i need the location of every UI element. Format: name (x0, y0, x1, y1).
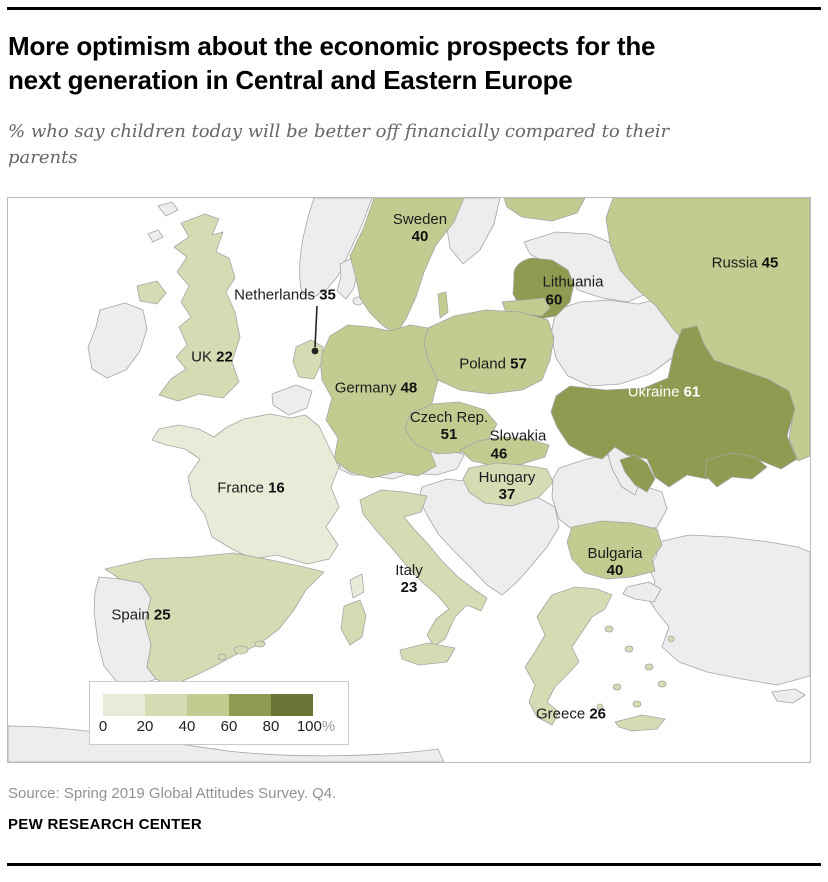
source-note: Source: Spring 2019 Global Attitudes Sur… (8, 785, 337, 802)
greek-islands-2 (624, 645, 634, 653)
countries-belgium-lux (271, 384, 313, 416)
country-turkey (646, 534, 810, 686)
bottom-rule (7, 863, 821, 866)
country-ireland (87, 302, 148, 379)
legend-swatch-40-60 (187, 694, 229, 716)
map-canvas (8, 198, 810, 762)
chart-subtitle: % who say children today will be better … (8, 119, 821, 171)
islands-faroe-shetland-3 (147, 229, 164, 243)
russia-petersburg (503, 198, 586, 222)
ukraine-odessa (619, 454, 656, 493)
legend-tick-0: 0 (98, 718, 108, 735)
island-corsica (349, 573, 365, 599)
label-sweden: Sweden 40 (392, 211, 448, 245)
country-france (151, 413, 340, 565)
ukraine-crimea (704, 452, 768, 488)
legend-tick-40: 40 (178, 718, 196, 735)
uk-northern-ireland (136, 280, 167, 305)
greek-islands-6 (632, 700, 642, 708)
islands-balearics (233, 645, 249, 655)
europe-choropleth-map: Sweden 40 Netherlands 35 UK 22 Russia 45 … (7, 197, 811, 763)
title-line-1: More optimism about the economic prospec… (8, 31, 656, 61)
label-italy: Italy 23 (395, 562, 423, 596)
label-slovakia-name: Slovakia (489, 427, 547, 445)
label-germany: Germany 48 (334, 379, 418, 397)
legend-tick-100: 100% (296, 718, 336, 735)
pew-research-center-branding: PEW RESEARCH CENTER (8, 816, 203, 833)
label-netherlands: Netherlands 35 (234, 286, 336, 304)
country-norway (299, 198, 373, 298)
label-ukraine: Ukraine 61 (627, 383, 701, 401)
legend-swatch-20-40 (145, 694, 187, 716)
label-hungary: Hungary 37 (478, 469, 536, 503)
country-slovakia (459, 436, 550, 467)
island-crete (614, 714, 666, 732)
island-gotland (437, 291, 449, 319)
legend-swatch-60-80 (229, 694, 271, 716)
label-spain: Spain 25 (111, 606, 171, 624)
label-czech: Czech Rep. 51 (409, 409, 489, 443)
label-france: France 16 (217, 479, 285, 497)
label-lithuania-name: Lithuania (542, 273, 604, 291)
islands-faroe-shetland (157, 201, 179, 217)
greek-islands-8 (667, 635, 675, 643)
greek-islands (604, 625, 614, 633)
country-spain (104, 552, 325, 687)
title-line-2: next generation in Central and Eastern E… (8, 65, 573, 95)
country-uk (158, 213, 241, 402)
label-lithuania-value: 60 (545, 291, 563, 309)
greek-islands-7 (596, 703, 604, 711)
islands-balearics-3 (217, 653, 227, 661)
turkey-thrace (622, 581, 662, 603)
greek-islands-4 (657, 680, 667, 688)
netherlands-dot (311, 347, 319, 355)
legend-swatch-80-100 (271, 694, 313, 716)
label-slovakia-value: 46 (490, 445, 508, 463)
country-italy (359, 489, 488, 647)
country-bulgaria (566, 520, 663, 580)
island-sardinia (340, 599, 367, 646)
top-rule (7, 7, 821, 10)
label-bulgaria: Bulgaria 40 (587, 545, 643, 579)
country-germany (319, 324, 439, 479)
greek-islands-3 (644, 663, 654, 671)
subtitle-line-1: % who say children today will be better … (8, 121, 670, 142)
islands-balearics-2 (254, 640, 266, 648)
netherlands-leader-line (314, 305, 318, 348)
country-greece (524, 586, 613, 726)
legend-tick-20: 20 (136, 718, 154, 735)
legend-percent-sign: % (321, 718, 336, 735)
island-cyprus (771, 688, 806, 704)
country-ukraine (550, 325, 798, 488)
country-hungary (462, 462, 554, 507)
label-russia: Russia 45 (711, 254, 779, 272)
greek-islands-5 (612, 683, 622, 691)
country-poland (423, 309, 555, 395)
label-uk: UK 22 (191, 348, 233, 366)
legend-tick-80: 80 (262, 718, 280, 735)
color-scale-legend: 0 20 40 60 80 100% (89, 681, 349, 745)
page-title: More optimism about the economic prospec… (8, 29, 821, 97)
label-greece: Greece 26 (535, 705, 607, 723)
island-sicily (399, 642, 456, 666)
label-poland: Poland 57 (459, 355, 527, 373)
page: More optimism about the economic prospec… (0, 7, 828, 866)
legend-swatch-0-20 (103, 694, 145, 716)
legend-swatches (103, 694, 313, 716)
subtitle-line-2: parents (8, 147, 78, 168)
legend-tick-60: 60 (220, 718, 238, 735)
